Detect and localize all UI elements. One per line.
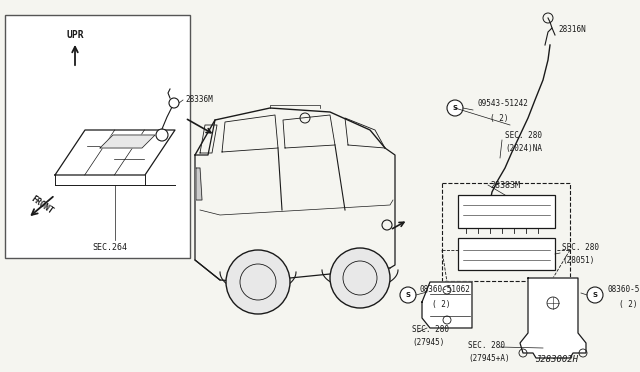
Text: UPR: UPR [66,30,84,40]
Text: S: S [452,105,458,111]
Circle shape [447,100,463,116]
Text: 08360-51062: 08360-51062 [420,285,471,295]
Circle shape [169,98,179,108]
Text: (27945): (27945) [412,339,444,347]
Text: S: S [406,292,410,298]
Circle shape [400,287,416,303]
Polygon shape [55,130,175,175]
Text: ( 2): ( 2) [490,113,509,122]
Text: SEC. 280: SEC. 280 [468,340,505,350]
Polygon shape [196,168,202,200]
Text: SEC. 280: SEC. 280 [505,131,542,140]
Text: J283002H: J283002H [535,356,578,365]
Polygon shape [520,278,586,358]
Text: (27945+A): (27945+A) [468,353,509,362]
Circle shape [587,287,603,303]
Text: SEC. 280: SEC. 280 [412,326,449,334]
Circle shape [330,248,390,308]
Text: SEC.264: SEC.264 [93,244,127,253]
Text: 09543-51242: 09543-51242 [478,99,529,109]
Bar [458,238,555,270]
Text: 28383M: 28383M [490,180,520,189]
Text: ( 2): ( 2) [432,301,451,310]
Text: 08360-51062: 08360-51062 [607,285,640,295]
Polygon shape [100,135,155,148]
Circle shape [226,250,290,314]
Text: SEC. 280: SEC. 280 [562,244,599,253]
Text: FRONT: FRONT [29,194,55,216]
Bar [5,15,190,258]
Text: (28051): (28051) [562,257,595,266]
Text: 28336M: 28336M [185,96,212,105]
Bar [458,195,555,228]
Text: S: S [593,292,598,298]
Text: ( 2): ( 2) [619,301,637,310]
Polygon shape [422,282,472,328]
Circle shape [156,129,168,141]
Text: (2024)NA: (2024)NA [505,144,542,153]
Bar [442,183,570,281]
Text: 28316N: 28316N [558,26,586,35]
